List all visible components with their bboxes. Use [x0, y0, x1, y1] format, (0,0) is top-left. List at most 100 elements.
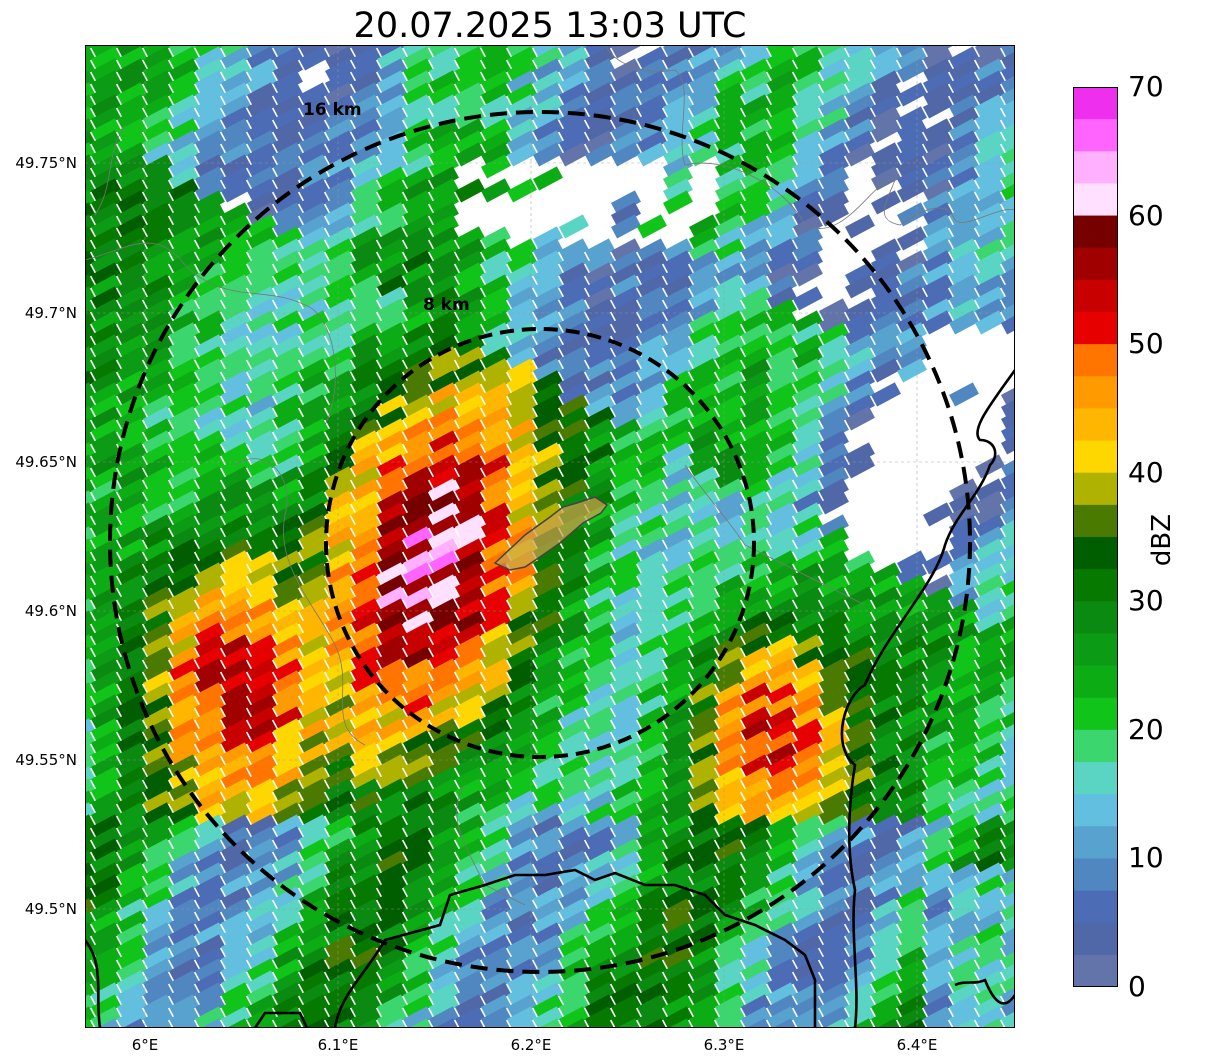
radar-cell — [793, 874, 823, 899]
radar-cell — [247, 286, 277, 311]
radar-cell — [637, 574, 667, 599]
radar-cell — [325, 562, 355, 587]
radar-cell — [325, 82, 355, 107]
radar-cell — [897, 586, 927, 611]
radar-cell — [429, 418, 459, 443]
radar-cell — [688, 982, 719, 1007]
radar-cell — [532, 70, 563, 95]
radar-cell — [689, 106, 719, 131]
radar-cell — [351, 262, 381, 287]
radar-cell — [584, 958, 615, 983]
radar-cell — [533, 262, 563, 287]
radar-cell — [767, 454, 797, 479]
radar-cell — [195, 322, 225, 347]
radar-cell — [559, 58, 589, 83]
radar-cell — [143, 178, 173, 203]
radar-cell — [195, 94, 225, 119]
radar-cell — [299, 382, 329, 407]
radar-cell — [221, 178, 251, 203]
radar-cell — [532, 706, 563, 731]
radar-cell — [221, 958, 251, 983]
radar-cell — [116, 190, 147, 215]
radar-cell — [975, 298, 1005, 323]
radar-cell — [533, 802, 563, 827]
radar-cell — [143, 478, 173, 503]
radar-cell — [637, 850, 667, 875]
radar-cell — [871, 346, 901, 371]
radar-cell — [429, 670, 459, 695]
radar-cell — [637, 298, 667, 323]
radar-cell — [481, 334, 511, 359]
radar-cell — [299, 874, 329, 899]
radar-cell — [273, 550, 303, 575]
radar-cell — [611, 778, 641, 803]
radar-cell — [143, 970, 173, 995]
radar-cell — [1001, 502, 1015, 527]
radar-cell — [715, 298, 745, 323]
radar-cell — [974, 694, 1005, 719]
radar-cell — [533, 82, 563, 107]
radar-cell — [377, 958, 407, 983]
radar-cell — [429, 274, 459, 299]
radar-cell — [585, 934, 615, 959]
radar-cell — [377, 862, 407, 887]
radar-cell — [143, 490, 173, 515]
radar-cell — [507, 490, 537, 515]
radar-cell — [715, 82, 745, 107]
radar-cell — [741, 310, 771, 335]
radar-cell — [454, 250, 485, 275]
radar-cell — [169, 982, 199, 1007]
radar-cell — [247, 130, 277, 155]
radar-cell — [91, 262, 121, 287]
radar-cell — [870, 778, 901, 803]
radar-cell — [533, 598, 563, 623]
radar-cell — [767, 1006, 797, 1028]
radar-cell — [611, 550, 641, 575]
radar-cell — [169, 1006, 199, 1028]
radar-cell — [584, 46, 615, 71]
radar-cell — [559, 730, 589, 755]
radar-cell — [507, 562, 537, 587]
radar-cell — [299, 910, 329, 935]
radar-cell — [923, 46, 953, 71]
radar-cell — [247, 502, 277, 527]
radar-cell — [610, 790, 641, 815]
radar-cell — [689, 70, 719, 95]
radar-cell — [91, 202, 121, 227]
radar-cell — [949, 838, 979, 863]
radar-cell — [636, 454, 667, 479]
radar-cell — [819, 118, 849, 143]
radar-cell — [403, 898, 433, 923]
radar-cell — [584, 382, 615, 407]
radar-cell — [455, 394, 485, 419]
radar-cell — [923, 634, 953, 659]
lon-tick-label: 6.1°E — [317, 1036, 359, 1054]
radar-map[interactable]: 16 km 8 km — [85, 45, 1015, 1028]
radar-cell — [169, 466, 199, 491]
radar-cell — [117, 286, 147, 311]
radar-cell — [819, 454, 849, 479]
radar-cell — [455, 718, 485, 743]
radar-cell — [91, 898, 121, 923]
radar-cell — [85, 550, 95, 575]
radar-cell — [585, 874, 615, 899]
radar-cell — [273, 922, 303, 947]
radar-cell — [143, 58, 173, 83]
radar-cell — [584, 586, 615, 611]
radar-cell — [273, 574, 303, 599]
radar-cell — [351, 730, 381, 755]
radar-cell — [663, 826, 693, 851]
range-ring-8km — [324, 327, 756, 759]
radar-cell — [819, 358, 849, 383]
radar-cell — [715, 178, 745, 203]
radar-cell — [870, 94, 901, 119]
radar-cell — [143, 238, 173, 263]
radar-cell — [844, 970, 875, 995]
radar-cell — [299, 718, 329, 743]
radar-cell — [689, 886, 719, 911]
radar-cell — [663, 946, 693, 971]
radar-cell — [273, 394, 303, 419]
radar-cell — [584, 646, 615, 671]
radar-cell — [507, 178, 537, 203]
radar-cell — [402, 958, 433, 983]
